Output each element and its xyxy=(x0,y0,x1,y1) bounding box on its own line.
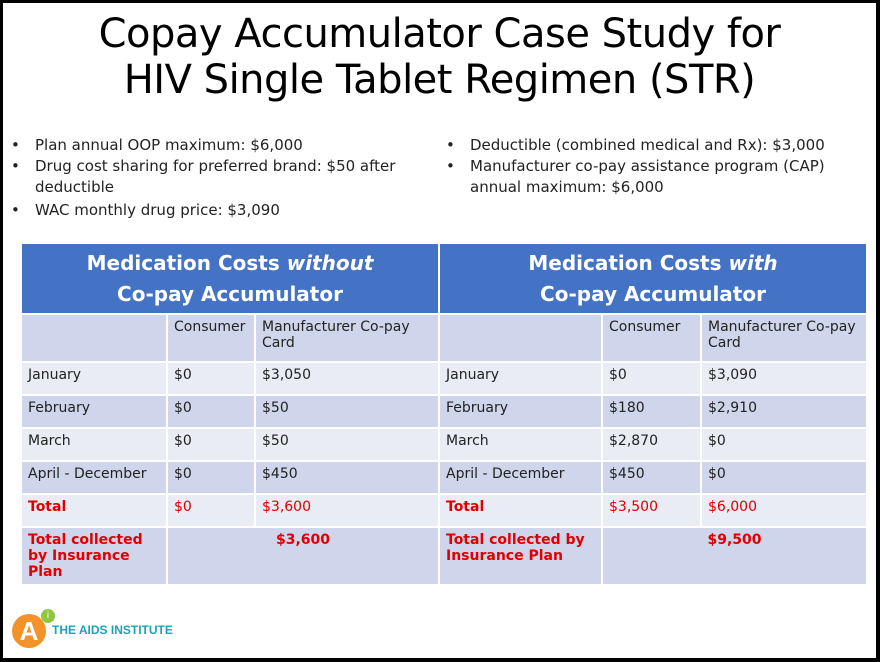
table-cell: $0 xyxy=(166,361,256,396)
table-cell: $0 xyxy=(700,460,868,495)
table-cell: $3,500 xyxy=(601,493,702,528)
table-cell: January xyxy=(438,361,603,396)
table-cell: $3,050 xyxy=(254,361,440,396)
table-cell: March xyxy=(20,427,168,462)
bullets-left: Plan annual OOP maximum: $6,000 Drug cos… xyxy=(3,135,443,221)
slide: Copay Accumulator Case Study for HIV Sing… xyxy=(3,3,876,658)
table-cell: $0 xyxy=(601,361,702,396)
table-cell: Total xyxy=(20,493,168,528)
table-row: January $0 $3,050 January $0 $3,090 xyxy=(20,361,868,396)
title-line-1: Copay Accumulator Case Study for xyxy=(98,11,781,57)
table-row: March $0 $50 March $2,870 $0 xyxy=(20,427,868,462)
table-cell: $0 xyxy=(166,427,256,462)
table-cell: April - December xyxy=(438,460,603,495)
bullet: Deductible (combined medical and Rx): $3… xyxy=(438,135,858,156)
table-row: February $0 $50 February $180 $2,910 xyxy=(20,394,868,429)
table-cell: $450 xyxy=(254,460,440,495)
aids-institute-logo: A xyxy=(12,614,46,648)
table-cell: $0 xyxy=(166,394,256,429)
slide-title: Copay Accumulator Case Study for HIV Sing… xyxy=(3,11,876,103)
header-with: Medication Costs with Co-pay Accumulator xyxy=(438,242,868,315)
table-cell: $180 xyxy=(601,394,702,429)
header-without: Medication Costs without Co-pay Accumulat… xyxy=(20,242,440,315)
column-header-row: Consumer Manufacturer Co-pay Card Consume… xyxy=(20,313,868,363)
bullet: Manufacturer co-pay assistance program (… xyxy=(438,156,858,198)
logo-dot-icon: i xyxy=(41,609,55,623)
bullet: WAC monthly drug price: $3,090 xyxy=(3,200,443,221)
table-cell: February xyxy=(20,394,168,429)
table-cell: $50 xyxy=(254,394,440,429)
table-cell: February xyxy=(438,394,603,429)
table-cell: $3,090 xyxy=(700,361,868,396)
table-cell: $0 xyxy=(700,427,868,462)
table-cell: Total xyxy=(438,493,603,528)
table-cell: January xyxy=(20,361,168,396)
table-cell: $0 xyxy=(166,460,256,495)
table-cell: March xyxy=(438,427,603,462)
table-cell: $3,600 xyxy=(254,493,440,528)
table-cell: $450 xyxy=(601,460,702,495)
collected-row: Total collected by Insurance Plan $3,600… xyxy=(20,526,868,586)
table-cell: $0 xyxy=(166,493,256,528)
table-row: Total $0 $3,600 Total $3,500 $6,000 xyxy=(20,493,868,528)
table-cell: April - December xyxy=(20,460,168,495)
title-line-2: HIV Single Tablet Regimen (STR) xyxy=(123,57,756,103)
table-cell: $6,000 xyxy=(700,493,868,528)
table-row: April - December $0 $450 April - December $4… xyxy=(20,460,868,495)
cost-table: Medication Costs without Co-pay Accumulat… xyxy=(20,242,868,586)
logo-text: THE AIDS INSTITUTE xyxy=(52,623,173,637)
bullet: Drug cost sharing for preferred brand: $… xyxy=(3,156,443,198)
table-cell: $2,870 xyxy=(601,427,702,462)
table-cell: $2,910 xyxy=(700,394,868,429)
bullet: Plan annual OOP maximum: $6,000 xyxy=(3,135,443,156)
bullets-right: Deductible (combined medical and Rx): $3… xyxy=(438,135,858,198)
table-cell: $50 xyxy=(254,427,440,462)
